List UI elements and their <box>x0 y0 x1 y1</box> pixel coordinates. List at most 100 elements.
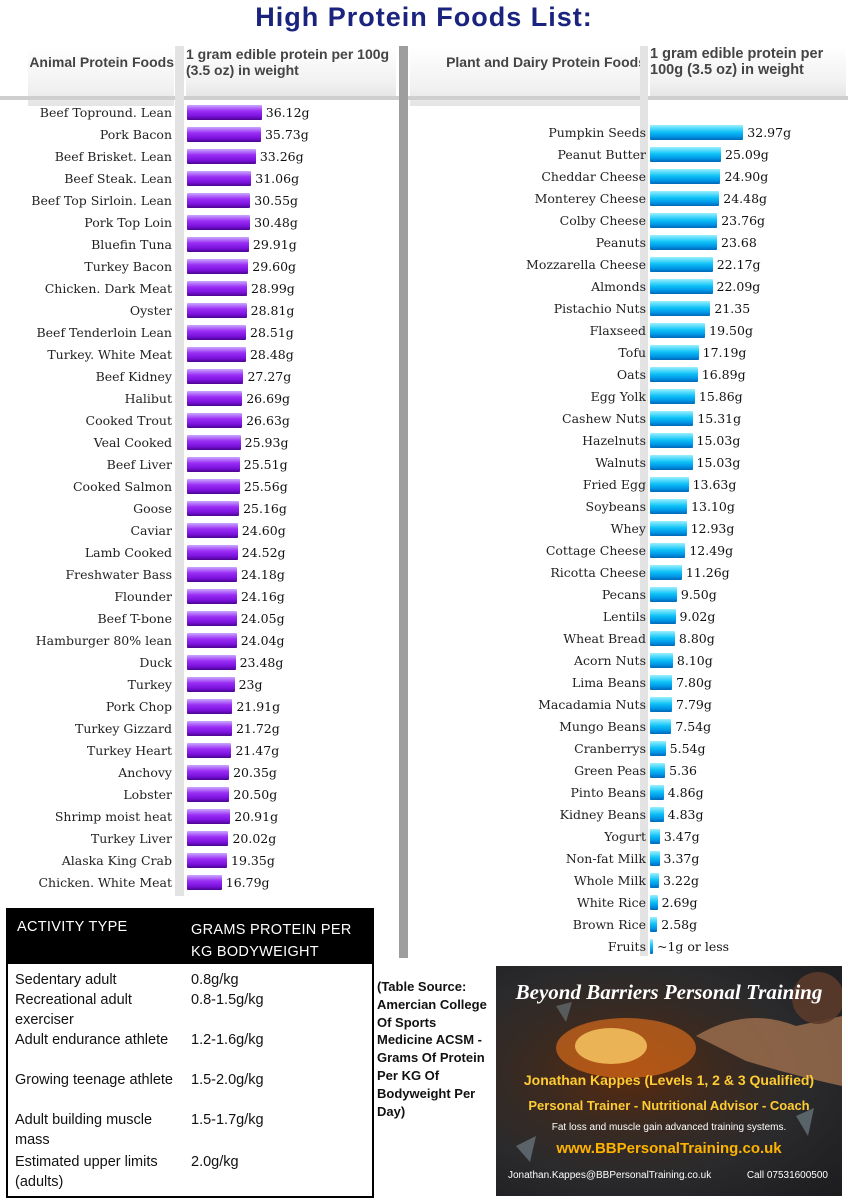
plant-value-label: 22.17g <box>716 257 761 272</box>
plant-value-label: 4.83g <box>667 807 704 822</box>
plant-bar <box>650 543 686 558</box>
table-source-note: (Table Source: Amercian College Of Sport… <box>377 979 487 1119</box>
plant-category-label: Lima Beans <box>571 675 646 690</box>
plant-category-label: White Rice <box>576 895 646 910</box>
plant-category-label: Fried Egg <box>582 477 646 492</box>
animal-bar <box>187 831 229 846</box>
activity-cell: Adult endurance athlete <box>15 1032 169 1048</box>
plant-bar <box>650 521 687 536</box>
plant-category-label: Fruits <box>607 939 646 954</box>
center-divider <box>399 46 408 958</box>
plant-category-label: Pumpkin Seeds <box>548 125 646 140</box>
fire-fist-graphic <box>516 972 842 1162</box>
plant-value-label: 32.97g <box>747 125 792 140</box>
animal-category-label: Turkey <box>127 677 172 692</box>
plant-value-label: 4.86g <box>667 785 704 800</box>
animal-bar <box>187 655 236 670</box>
animal-bar <box>187 523 238 538</box>
plant-value-label: 13.63g <box>692 477 737 492</box>
animal-value-label: 21.91g <box>236 699 281 714</box>
animal-bar <box>187 171 252 186</box>
plant-category-label: Macadamia Nuts <box>538 697 646 712</box>
plant-value-label: 7.80g <box>676 675 712 690</box>
animal-bar <box>187 149 256 164</box>
plant-bar <box>650 323 706 338</box>
animal-axis-band <box>175 46 184 896</box>
animal-value-label: 24.60g <box>241 523 286 538</box>
animal-value-label: 26.69g <box>246 391 291 406</box>
plant-bar <box>650 873 660 888</box>
animal-category-label: Halibut <box>124 391 172 406</box>
animal-value-label: 24.52g <box>241 545 286 560</box>
animal-value-label: 24.16g <box>241 589 285 604</box>
animal-bar <box>187 545 238 560</box>
animal-category-label: Beef T-bone <box>97 611 172 626</box>
plant-value-label: 15.86g <box>698 389 743 404</box>
plant-bar <box>650 301 711 316</box>
animal-value-label: 24.04g <box>240 633 285 648</box>
animal-bar <box>187 479 240 494</box>
animal-category-label: Alaska King Crab <box>61 853 172 868</box>
animal-value-label: 23.48g <box>239 655 284 670</box>
animal-bar <box>187 633 237 648</box>
plant-category-label: Cashew Nuts <box>562 411 646 426</box>
plant-category-label: Colby Cheese <box>559 213 646 228</box>
ad-website-link[interactable]: www.BBPersonalTraining.co.uk <box>556 1140 782 1157</box>
plant-value-label: 15.03g <box>696 433 741 448</box>
grams-cell: 0.8g/kg <box>191 972 239 988</box>
animal-category-label: Cooked Salmon <box>72 479 172 494</box>
animal-category-label: Goose <box>133 501 172 516</box>
plant-bar <box>650 455 693 470</box>
plant-value-label: 5.54g <box>669 741 706 756</box>
animal-value-label: 16.79g <box>225 875 270 890</box>
animal-category-label: Caviar <box>130 523 172 538</box>
animal-bar <box>187 787 230 802</box>
animal-bar <box>187 677 235 692</box>
grams-cell: 1.5-2.0g/kg <box>191 1072 264 1088</box>
plant-category-label: Brown Rice <box>572 917 646 932</box>
plant-bar <box>650 477 689 492</box>
ad-tagline: Fat loss and muscle gain advanced traini… <box>551 1122 787 1133</box>
grams-cell: 2.0g/kg <box>191 1154 239 1170</box>
ad-email-link[interactable]: Jonathan.Kappes@BBPersonalTraining.co.uk <box>508 1170 712 1181</box>
animal-category-label: Beef Top Sirloin. Lean <box>31 193 172 208</box>
plant-value-label: 23.76g <box>721 213 766 228</box>
activity-cell: Growing teenage athlete <box>15 1072 173 1088</box>
plant-value-label: 21.35 <box>714 301 751 316</box>
plant-bar <box>650 829 660 844</box>
plant-bar <box>650 345 699 360</box>
animal-category-label: Pork Top Loin <box>84 215 172 230</box>
animal-bar <box>187 193 251 208</box>
activity-type-header: ACTIVITY TYPE <box>17 919 128 935</box>
plant-bar <box>650 785 664 800</box>
plant-category-label: Lentils <box>602 609 646 624</box>
plant-category-label: Pecans <box>601 587 646 602</box>
plant-value-label: 2.69g <box>661 895 698 910</box>
plant-category-label: Acorn Nuts <box>574 653 646 668</box>
plant-value-label: 7.54g <box>675 719 712 734</box>
animal-value-label: 29.60g <box>252 259 297 274</box>
animal-bar <box>187 369 244 384</box>
plant-bar <box>650 125 744 140</box>
plant-category-label: Kidney Beans <box>559 807 646 822</box>
plant-bar <box>650 565 682 580</box>
plant-value-label: 11.26g <box>685 565 730 580</box>
animal-bar <box>187 875 222 890</box>
animal-value-label: 20.02g <box>232 831 277 846</box>
plant-category-label: Green Peas <box>574 763 646 778</box>
plant-bar <box>650 213 718 228</box>
plant-category-label: Flaxseed <box>589 323 646 338</box>
animal-category-label: Turkey Bacon <box>84 259 172 274</box>
plant-value-label: 9.50g <box>680 587 717 602</box>
personal-training-ad: Beyond Barriers Personal Training Jonath… <box>496 966 842 1196</box>
plant-value-label: 23.68 <box>721 235 757 250</box>
animal-bar <box>187 435 241 450</box>
plant-bar <box>650 741 666 756</box>
plant-value-label: 12.93g <box>690 521 735 536</box>
animal-value-label: 25.56g <box>243 479 288 494</box>
animal-category-label: Beef Topround. Lean <box>39 105 172 120</box>
animal-category-label: Lamb Cooked <box>84 545 172 560</box>
plant-bar <box>650 631 675 646</box>
ad-title: Beyond Barriers Personal Training <box>515 980 823 1004</box>
animal-value-label: 30.55g <box>254 193 299 208</box>
